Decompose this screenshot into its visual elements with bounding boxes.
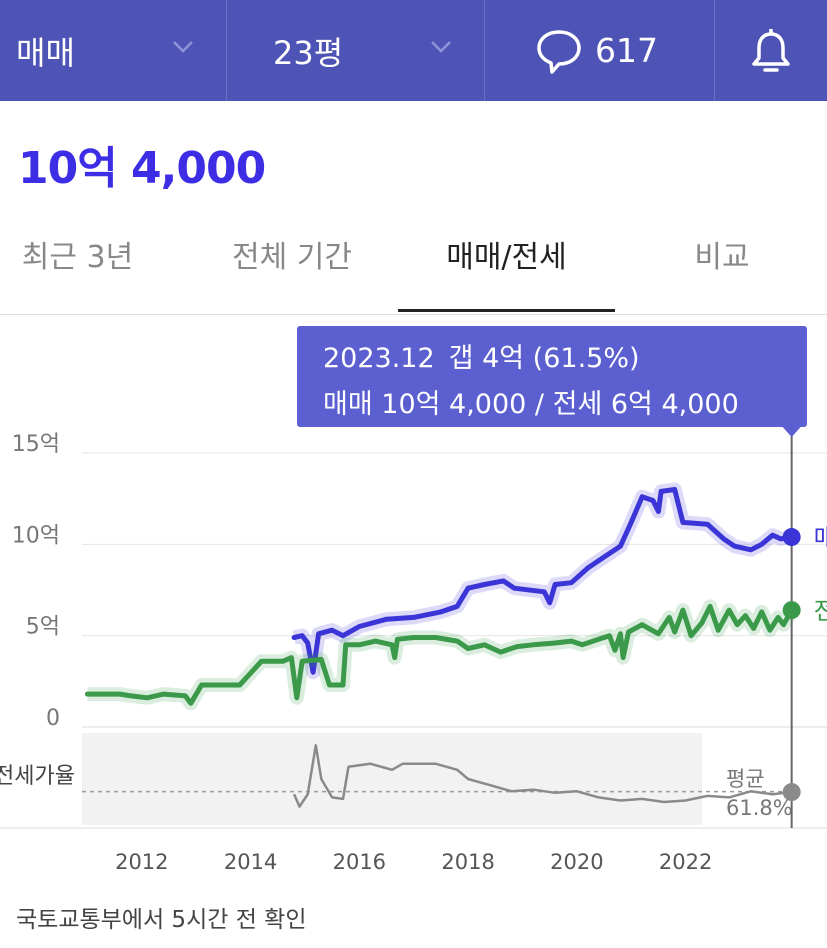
- tab-sale-jeonse[interactable]: 매매/전세: [398, 222, 615, 312]
- chevron-down-icon: [173, 41, 193, 53]
- x-tick-label: 2014: [224, 850, 277, 874]
- tab-compare[interactable]: 비교: [694, 240, 750, 275]
- tooltip-date: 2023.12: [323, 343, 435, 374]
- y-tick-label: 10억: [12, 523, 60, 548]
- top-bar: 매매 23평 617: [0, 0, 827, 101]
- area-label: 23평: [273, 33, 344, 72]
- chevron-down-icon: [431, 41, 451, 53]
- current-price: 10억 4,000: [18, 143, 266, 194]
- x-tick-label: 2020: [550, 850, 603, 874]
- x-tick-label: 2018: [441, 850, 494, 874]
- series-end-point-전세: [782, 601, 801, 620]
- series-end-label-매매: 매매: [814, 524, 827, 552]
- x-tick-label: 2022: [659, 850, 712, 874]
- ratio-average-label: 평균: [726, 767, 765, 791]
- bell-icon: [752, 28, 790, 72]
- tooltip-detail: 매매 10억 4,000 / 전세 6억 4,000: [323, 389, 739, 420]
- series-line-전세: [84, 603, 795, 706]
- comment-count: 617: [595, 31, 658, 70]
- deal-type-label: 매매: [16, 33, 75, 72]
- y-tick-label: 5억: [26, 615, 60, 640]
- ratio-subchart-background: [82, 733, 702, 825]
- deal-type-dropdown[interactable]: 매매: [0, 0, 227, 101]
- series-end-label-전세: 전세: [814, 597, 827, 625]
- ratio-end-point: [782, 783, 801, 802]
- chat-bubble-icon: [537, 29, 581, 74]
- comments-button[interactable]: 617: [485, 0, 715, 101]
- chart-tabs: 최근 3년 전체 기간 매매/전세 비교: [0, 222, 827, 315]
- tooltip-gap: 갭 4억 (61.5%): [448, 343, 640, 374]
- series-end-point-매매: [782, 528, 801, 547]
- y-tick-label: 15억: [12, 432, 60, 457]
- notification-button[interactable]: [715, 0, 827, 101]
- series-line-매매: [291, 487, 795, 675]
- area-dropdown[interactable]: 23평: [227, 0, 485, 101]
- tab-full-period[interactable]: 전체 기간: [232, 240, 352, 275]
- ratio-average-value: 61.8%: [726, 796, 793, 820]
- x-tick-label: 2012: [115, 850, 168, 874]
- tab-recent-3-years[interactable]: 최근 3년: [21, 240, 134, 275]
- tooltip-pointer: [782, 427, 801, 437]
- data-source-note: 국토교통부에서 5시간 전 확인: [16, 907, 307, 933]
- x-tick-label: 2016: [333, 850, 386, 874]
- chart-tooltip: 2023.12 갭 4억 (61.5%) 매매 10억 4,000 / 전세 6억…: [297, 326, 807, 427]
- ratio-line: [292, 744, 792, 808]
- ratio-subchart-label: 전세가율: [0, 764, 75, 789]
- y-tick-label: 0: [46, 706, 60, 731]
